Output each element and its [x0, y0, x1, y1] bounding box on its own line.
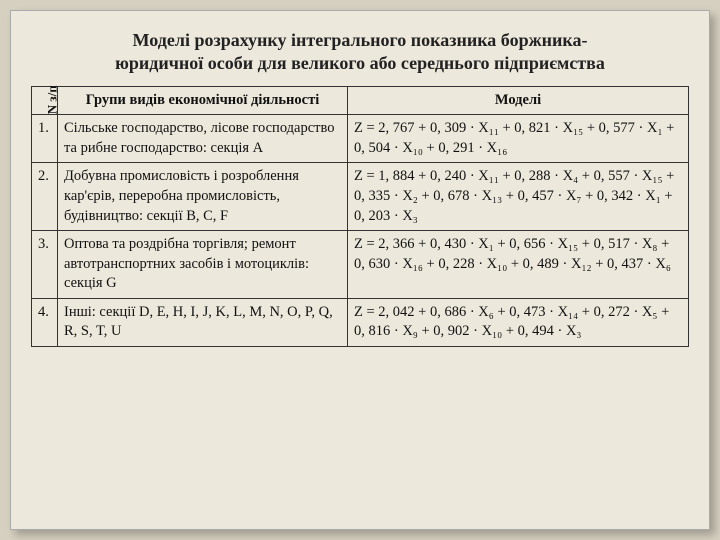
table-header-row: N з/п Групи видів економічної діяльності…: [32, 86, 689, 115]
title-line-1: Моделі розрахунку інтегрального показник…: [133, 30, 588, 50]
cell-num: 4.: [32, 298, 58, 346]
table-row: 3. Оптова та роздрібна торгівля; ремонт …: [32, 231, 689, 299]
cell-num: 1.: [32, 115, 58, 163]
table-row: 1. Сільське господарство, лісове господа…: [32, 115, 689, 163]
cell-model: Z = 1, 884 + 0, 240 · X₁₁ + 0, 288 · X₄ …: [348, 163, 689, 231]
header-group: Групи видів економічної діяльності: [58, 86, 348, 115]
cell-group: Оптова та роздрібна торгівля; ремонт авт…: [58, 231, 348, 299]
cell-model: Z = 2, 767 + 0, 309 · X₁₁ + 0, 821 · X₁₅…: [348, 115, 689, 163]
slide-title: Моделі розрахунку інтегрального показник…: [31, 29, 689, 76]
cell-num: 3.: [32, 231, 58, 299]
header-model: Моделі: [348, 86, 689, 115]
cell-model: Z = 2, 366 + 0, 430 · X₁ + 0, 656 · X₁₅ …: [348, 231, 689, 299]
table-row: 2. Добувна промисловість і розроблення к…: [32, 163, 689, 231]
slide-container: Моделі розрахунку інтегрального показник…: [10, 10, 710, 530]
models-table: N з/п Групи видів економічної діяльності…: [31, 86, 689, 347]
header-num: N з/п: [32, 86, 58, 115]
title-line-2: юридичної особи для великого або середнь…: [115, 53, 605, 73]
cell-num: 2.: [32, 163, 58, 231]
cell-group: Добувна промисловість і розроблення кар'…: [58, 163, 348, 231]
cell-group: Інші: секції D, E, H, I, J, K, L, M, N, …: [58, 298, 348, 346]
cell-group: Сільське господарство, лісове господарст…: [58, 115, 348, 163]
table-row: 4. Інші: секції D, E, H, I, J, K, L, M, …: [32, 298, 689, 346]
cell-model: Z = 2, 042 + 0, 686 · X₆ + 0, 473 · X₁₄ …: [348, 298, 689, 346]
